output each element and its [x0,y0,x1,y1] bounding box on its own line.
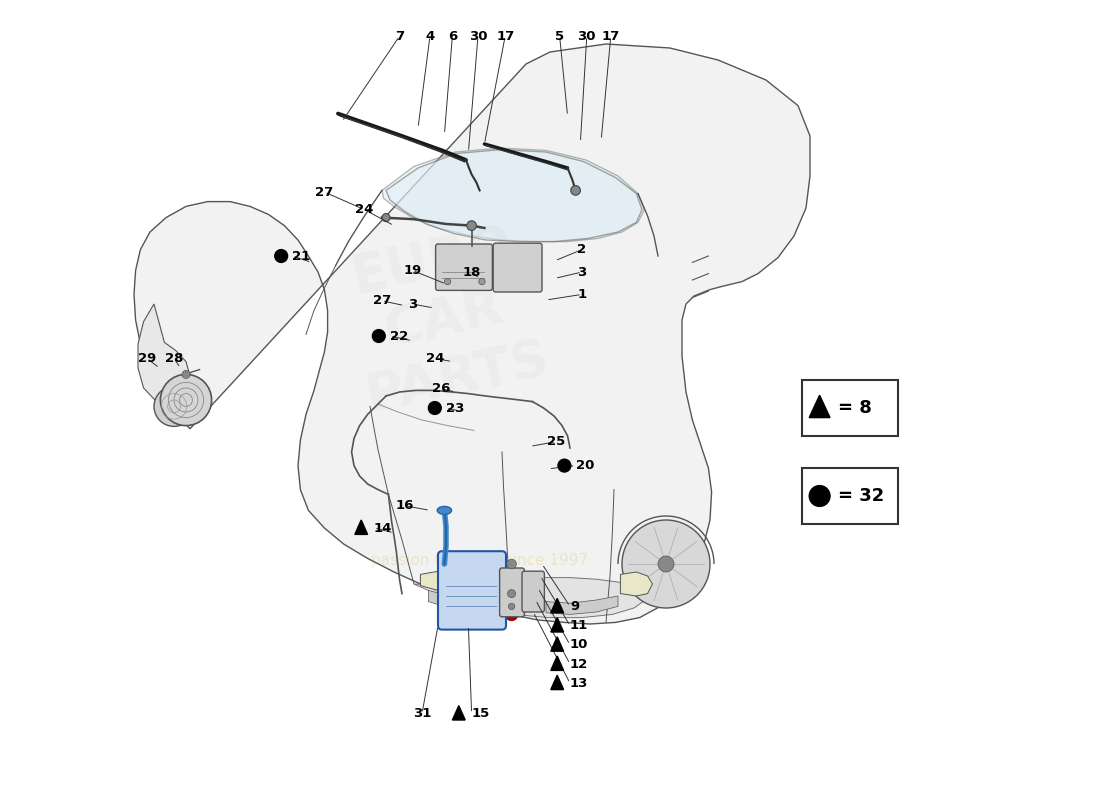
Circle shape [508,603,515,610]
Polygon shape [551,637,563,651]
Circle shape [382,214,390,222]
Text: 10: 10 [570,638,589,651]
Circle shape [275,250,287,262]
Bar [802,468,898,524]
Text: 11: 11 [570,619,589,632]
Text: 19: 19 [404,264,421,277]
Polygon shape [546,596,618,614]
Text: 5: 5 [556,30,564,42]
FancyBboxPatch shape [438,551,506,630]
Polygon shape [428,590,476,610]
Text: 29: 29 [138,352,156,365]
FancyBboxPatch shape [522,571,544,612]
Text: 23: 23 [446,402,464,414]
Circle shape [507,590,516,598]
Polygon shape [355,520,367,534]
Polygon shape [810,395,830,418]
Text: EURO
CAR
PARTS: EURO CAR PARTS [336,216,553,424]
Text: 24: 24 [426,352,444,365]
Circle shape [810,486,830,506]
Text: 13: 13 [570,677,589,690]
Text: 2: 2 [578,243,586,256]
Polygon shape [386,150,642,242]
Text: 4: 4 [426,30,434,42]
Text: 3: 3 [408,298,417,310]
Circle shape [571,186,581,195]
Text: 15: 15 [472,707,490,720]
Circle shape [373,330,385,342]
Text: 20: 20 [575,459,594,472]
Polygon shape [134,44,810,624]
Text: 30: 30 [469,30,487,42]
FancyBboxPatch shape [499,568,525,617]
Circle shape [658,556,674,572]
Text: 16: 16 [395,499,414,512]
Circle shape [507,559,516,569]
Text: 26: 26 [432,382,450,395]
Ellipse shape [437,506,452,514]
Text: 12: 12 [570,658,589,670]
Circle shape [466,221,476,230]
Text: 21: 21 [293,250,310,262]
Polygon shape [551,656,563,670]
Text: 30: 30 [578,30,596,42]
Text: = 32: = 32 [838,487,884,505]
FancyBboxPatch shape [436,244,493,290]
Circle shape [161,374,211,426]
FancyBboxPatch shape [493,243,542,292]
Text: 27: 27 [316,186,333,198]
Circle shape [558,459,571,472]
Polygon shape [452,706,465,720]
Polygon shape [551,598,563,613]
Text: 31: 31 [412,707,431,720]
Text: 27: 27 [373,294,392,307]
Text: 9: 9 [570,600,579,613]
Polygon shape [620,572,652,596]
Polygon shape [551,675,563,690]
Polygon shape [138,304,190,406]
Text: passion for parts since 1997: passion for parts since 1997 [371,553,588,567]
Text: 3: 3 [578,266,586,278]
Polygon shape [551,618,563,632]
Circle shape [621,520,710,608]
Circle shape [182,370,190,378]
Circle shape [478,278,485,285]
Polygon shape [414,578,648,618]
Text: 18: 18 [462,266,481,278]
Polygon shape [420,570,476,592]
Circle shape [154,386,194,426]
Circle shape [444,278,451,285]
Text: 17: 17 [602,30,620,42]
Text: = 8: = 8 [838,399,872,417]
Text: 25: 25 [548,435,565,448]
Polygon shape [382,148,645,242]
Circle shape [428,402,441,414]
Text: 17: 17 [496,30,515,42]
Bar [802,380,898,436]
Text: 14: 14 [374,522,393,534]
Text: 24: 24 [355,203,374,216]
Text: 6: 6 [448,30,456,42]
Circle shape [505,608,518,621]
Text: 7: 7 [395,30,404,42]
Text: 1: 1 [578,288,586,301]
Text: 22: 22 [390,330,408,342]
Text: 28: 28 [165,352,184,365]
